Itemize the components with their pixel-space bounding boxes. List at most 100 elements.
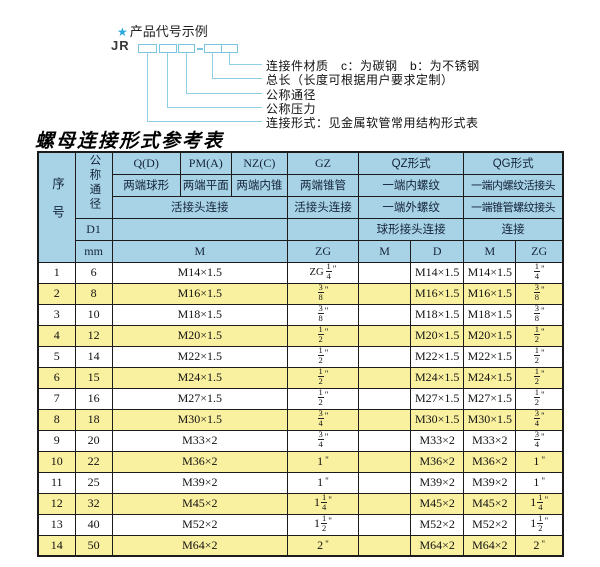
cell-gz-zg: 3 4 " [286, 429, 360, 452]
cell-seq: 3 [37, 303, 76, 326]
cell-dn-mm: 32 [74, 492, 113, 515]
cell-seq: 2 [37, 282, 76, 305]
cell-qz-m [358, 450, 412, 473]
header-q: Q(D) [111, 151, 181, 175]
header-nz: NZ(C) [230, 151, 288, 175]
cell-qg-m: M22×1.5 [463, 345, 517, 368]
cell-dn-mm: 22 [74, 450, 113, 473]
code-box-2 [159, 44, 177, 53]
cell-qg-zg: 3 4 " [515, 429, 564, 452]
header-gz: GZ [286, 151, 360, 175]
cell-m-thread: M27×1.5 [111, 387, 288, 410]
cell-qg-m: M20×1.5 [463, 324, 517, 347]
connector-line [147, 53, 148, 121]
table-body: 1 6 M14×1.5 ZG 1 4 " M14×1.5 M14×1.5 1 4 " 2 8 M16×1.5… [37, 261, 564, 557]
cell-seq: 8 [37, 408, 76, 431]
code-label-length: 总长（长度可根据用户要求定制） [266, 73, 454, 87]
table-header: 序号 公称通径 Q(D) PM(A) NZ(C) GZ QZ形式 QG形式 两端… [37, 151, 564, 263]
cell-seq: 6 [37, 366, 76, 389]
cell-seq: 9 [37, 429, 76, 452]
cell-dn-mm: 8 [74, 282, 113, 305]
cell-qz-d: M14×1.5 [410, 261, 465, 284]
cell-qz-d: M30×1.5 [410, 408, 465, 431]
cell-seq: 4 [37, 324, 76, 347]
cell-qz-d: M16×1.5 [410, 282, 465, 305]
code-box-3 [178, 44, 195, 53]
header-gz-type: 两端锥管 [286, 173, 360, 197]
cell-gz-zg: 3 8 " [286, 282, 360, 305]
table-row: 9 20 M33×2 3 4 " M33×2 M33×2 3 4 " [37, 429, 564, 452]
cell-qg-m: M24×1.5 [463, 366, 517, 389]
product-code-prefix: JR [111, 38, 130, 53]
cell-m-thread: M16×1.5 [111, 282, 288, 305]
cell-seq: 13 [37, 513, 76, 536]
header-qg-connect: 连接 [463, 217, 564, 241]
cell-qz-m [358, 408, 412, 431]
cell-dn-mm: 18 [74, 408, 113, 431]
cell-qz-m [358, 261, 412, 284]
cell-m-thread: M39×2 [111, 471, 288, 494]
cell-qz-d: M27×1.5 [410, 387, 465, 410]
cell-seq: 14 [37, 534, 76, 557]
diagram-title: ★ 产品代号示例 [117, 21, 208, 40]
table-row: 4 12 M20×1.5 1 2 " M20×1.5 M20×1.5 1 2 " [37, 324, 564, 347]
cell-seq: 7 [37, 387, 76, 410]
cell-qz-d: M39×2 [410, 471, 465, 494]
cell-qz-d: M45×2 [410, 492, 465, 515]
cell-gz-zg: 1 1 2 " [286, 513, 360, 536]
connector-line [229, 64, 262, 65]
cell-qz-m [358, 324, 412, 347]
cell-qz-d: M52×2 [410, 513, 465, 536]
diagram-title-text: 产品代号示例 [129, 24, 208, 39]
cell-qz-m [358, 429, 412, 452]
cell-m-thread: M45×2 [111, 492, 288, 515]
header-m-main: M [111, 239, 288, 263]
cell-m-thread: M33×2 [111, 429, 288, 452]
cell-dn-mm: 15 [74, 366, 113, 389]
cell-qg-zg: 1 1 2 " [515, 513, 564, 536]
cell-m-thread: M24×1.5 [111, 366, 288, 389]
cell-seq: 11 [37, 471, 76, 494]
cell-m-thread: M14×1.5 [111, 261, 288, 284]
header-pm: PM(A) [179, 151, 232, 175]
header-blank-gz [286, 217, 360, 241]
cell-qg-m: M45×2 [463, 492, 517, 515]
header-seq: 序号 [37, 151, 76, 263]
header-qz-d: D [410, 239, 465, 263]
code-label-pressure: 公称压力 [266, 102, 317, 116]
code-dash [197, 48, 203, 50]
header-blank-left [111, 217, 288, 241]
cell-m-thread: M52×2 [111, 513, 288, 536]
header-unit-mm: mm [74, 239, 113, 263]
cell-dn-mm: 14 [74, 345, 113, 368]
code-label-connection: 连接形式：见金属软管常用结构形式表 [266, 116, 479, 130]
connector-line [167, 53, 168, 107]
connector-line [212, 53, 213, 78]
cell-qg-m: M33×2 [463, 429, 517, 452]
cell-qg-m: M16×1.5 [463, 282, 517, 305]
cell-gz-zg: 3 8 " [286, 303, 360, 326]
table-row: 6 15 M24×1.5 1 2 " M24×1.5 M24×1.5 1 2 " [37, 366, 564, 389]
cell-gz-zg: 1 2 " [286, 345, 360, 368]
table-row: 13 40 M52×2 1 1 2 " M52×2 M52×2 1 1 2 " [37, 513, 564, 536]
header-pm-type: 两端平面 [179, 173, 232, 197]
cell-dn-mm: 20 [74, 429, 113, 452]
cell-qz-d: M24×1.5 [410, 366, 465, 389]
cell-qz-m [358, 471, 412, 494]
table-row: 1 6 M14×1.5 ZG 1 4 " M14×1.5 M14×1.5 1 4 " [37, 261, 564, 284]
cell-qz-d: M64×2 [410, 534, 465, 557]
cell-gz-zg: 1 2 " [286, 366, 360, 389]
cell-qg-m: M14×1.5 [463, 261, 517, 284]
connector-line [147, 121, 262, 122]
cell-qg-zg: 1 " [515, 471, 564, 494]
header-qz-m: M [358, 239, 412, 263]
cell-qg-m: M18×1.5 [463, 303, 517, 326]
cell-gz-zg: 1 2 " [286, 324, 360, 347]
cell-dn-mm: 16 [74, 387, 113, 410]
connector-line [212, 78, 262, 79]
cell-dn-mm: 25 [74, 471, 113, 494]
code-box-5 [221, 44, 238, 53]
header-q-type: 两端球形 [111, 173, 181, 197]
cell-qg-zg: 1 2 " [515, 387, 564, 410]
header-dn: 公称通径 [74, 151, 113, 219]
